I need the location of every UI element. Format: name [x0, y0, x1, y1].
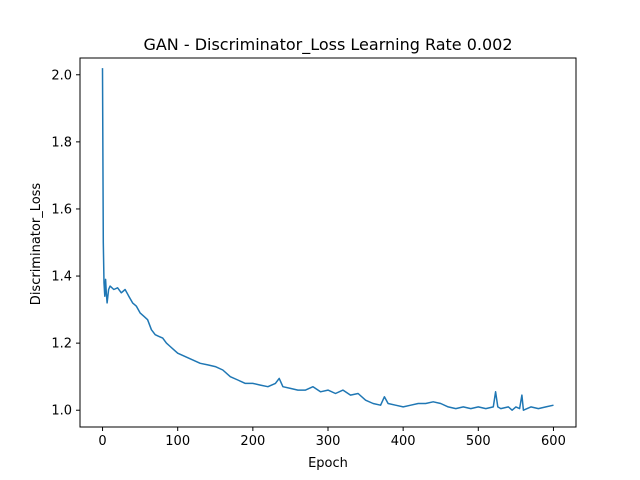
x-tick-label-200: 200: [240, 434, 265, 449]
x-tick-label-100: 100: [165, 434, 190, 449]
y-tick-label-4: 1.8: [51, 135, 72, 150]
y-tick-label-3: 1.6: [51, 202, 72, 217]
plot-frame: [79, 57, 577, 428]
x-tick-label-0: 0: [98, 434, 106, 449]
y-tick-label-5: 2.0: [51, 68, 72, 83]
y-axis-title: Discriminator_Loss: [29, 183, 44, 306]
x-axis-title: Epoch: [308, 456, 348, 471]
y-tick-label-0: 1.0: [51, 404, 72, 419]
x-tick-label-600: 600: [541, 434, 566, 449]
x-tick-label-500: 500: [466, 434, 491, 449]
plot-area: 0 100 200 300 400 500 600 1.0 1.2 1.4 1.6 1.8 2.0: [51, 57, 577, 449]
x-tick-label-300: 300: [316, 434, 341, 449]
x-tick-label-400: 400: [391, 434, 416, 449]
y-tick-label-1: 1.2: [51, 337, 72, 352]
chart-title: GAN - Discriminator_Loss Learning Rate 0…: [143, 35, 512, 55]
series-line-0: [101, 68, 554, 411]
y-tick-label-2: 1.4: [51, 270, 72, 285]
